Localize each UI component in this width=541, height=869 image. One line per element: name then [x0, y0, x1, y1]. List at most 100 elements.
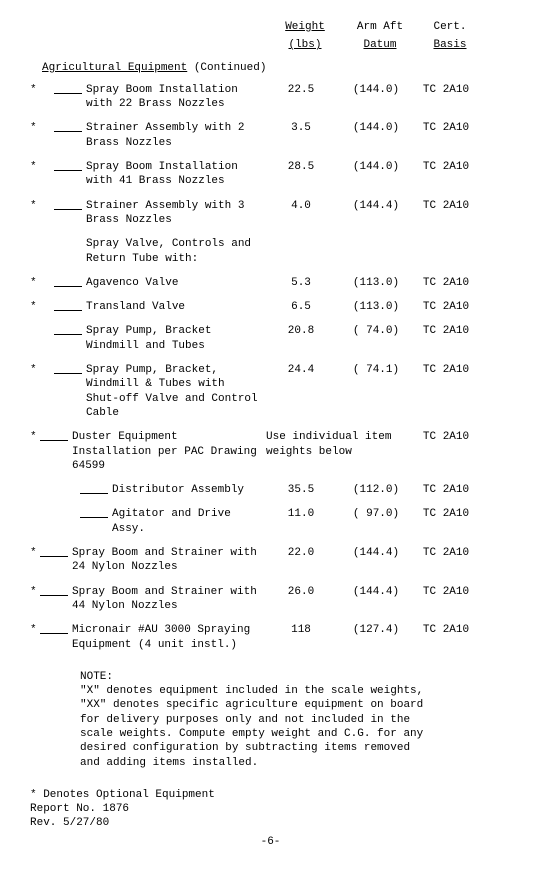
blank-field: [80, 483, 108, 494]
cert-value: TC 2A10: [416, 199, 476, 213]
item-description: Agitator and Drive Assy.: [112, 507, 266, 536]
item-row: * Spray Boom Installation with 22 Brass N…: [30, 83, 511, 112]
arm-value: (113.0): [336, 276, 416, 290]
weight-value: 4.0: [266, 199, 336, 213]
weight-value: 35.5: [266, 483, 336, 497]
header-weight-2: (lbs): [288, 39, 321, 51]
cert-value: TC 2A10: [416, 83, 476, 97]
cert-value: TC 2A10: [416, 585, 476, 599]
item-description: Micronair #AU 3000 Spraying Equipment (4…: [72, 623, 266, 652]
note-text: "X" denotes equipment included in the sc…: [80, 684, 430, 770]
header-cert-2: Basis: [433, 39, 466, 51]
duster-row: * Duster Equipment Installation per PAC …: [30, 430, 511, 473]
footer-rev: Rev. 5/27/80: [30, 816, 511, 830]
item-row: * Spray Pump, Bracket, Windmill & Tubes w…: [30, 363, 511, 420]
cert-value: TC 2A10: [416, 546, 476, 560]
cert-value: TC 2A10: [416, 276, 476, 290]
footer-report: Report No. 1876: [30, 802, 511, 816]
cert-value: TC 2A10: [416, 507, 476, 521]
weight-value: 22.0: [266, 546, 336, 560]
cert-value: TC 2A10: [416, 483, 476, 497]
note-block: NOTE: "X" denotes equipment included in …: [80, 670, 480, 770]
item-row: *Micronair #AU 3000 Spraying Equipment (…: [30, 623, 511, 652]
arm-value: (144.4): [336, 199, 416, 213]
blank-field: [54, 276, 82, 287]
weight-value: 28.5: [266, 160, 336, 174]
item-row: Spray Valve, Controls and Return Tube wi…: [30, 237, 511, 266]
item-row: *Transland Valve6.5(113.0)TC 2A10: [30, 300, 511, 314]
blank-field: [54, 121, 82, 132]
blank-field: [40, 546, 68, 557]
blank-field: [54, 324, 82, 335]
item-row: *Spray Boom and Strainer with 44 Nylon N…: [30, 585, 511, 614]
arm-value: (144.4): [336, 546, 416, 560]
cert-value: TC 2A10: [416, 300, 476, 314]
blank-field: [54, 199, 82, 210]
star-marker: *: [30, 121, 40, 135]
star-marker: *: [30, 300, 40, 314]
cert-value: TC 2A10: [416, 363, 476, 377]
item-description: Strainer Assembly with 2 Brass Nozzles: [86, 121, 266, 150]
footer-optional: * Denotes Optional Equipment: [30, 788, 511, 802]
weight-value: 6.5: [266, 300, 336, 314]
cert-value: TC 2A10: [416, 160, 476, 174]
header-arm-1: Arm Aft: [357, 21, 403, 33]
arm-value: ( 97.0): [336, 507, 416, 521]
star-marker: *: [30, 199, 40, 213]
item-description: Spray Boom Installation with 41 Brass No…: [86, 160, 266, 189]
header-cert-1: Cert.: [433, 21, 466, 33]
column-headers: Weight Arm Aft Cert.: [30, 20, 511, 34]
arm-value: (144.4): [336, 585, 416, 599]
star-marker: *: [30, 430, 40, 444]
item-description: Spray Boom Installation with 22 Brass No…: [86, 83, 266, 112]
item-row: Spray Pump, Bracket Windmill and Tubes20…: [30, 324, 511, 353]
weight-value: 26.0: [266, 585, 336, 599]
footer: * Denotes Optional Equipment Report No. …: [30, 788, 511, 831]
header-weight-1: Weight: [285, 21, 325, 33]
item-description: Duster Equipment Installation per PAC Dr…: [72, 430, 266, 473]
weight-value: 5.3: [266, 276, 336, 290]
blank-field: [54, 300, 82, 311]
weight-value: 3.5: [266, 121, 336, 135]
star-marker: *: [30, 276, 40, 290]
duster-weight-text: Use individual item weights below: [266, 430, 416, 459]
item-row: * Agavenco Valve5.3(113.0)TC 2A10: [30, 276, 511, 290]
arm-value: (127.4): [336, 623, 416, 637]
cert-value: TC 2A10: [416, 430, 476, 444]
weight-value: 11.0: [266, 507, 336, 521]
blank-field: [80, 507, 108, 518]
star-marker: *: [30, 83, 40, 97]
cert-value: TC 2A10: [416, 121, 476, 135]
blank-field: [40, 585, 68, 596]
blank-field: [54, 363, 82, 374]
item-description: Strainer Assembly with 3 Brass Nozzles: [86, 199, 266, 228]
item-description: Spray Pump, Bracket Windmill and Tubes: [86, 324, 266, 353]
item-row: *Spray Boom Installation with 41 Brass N…: [30, 160, 511, 189]
item-description: Agavenco Valve: [86, 276, 266, 290]
item-description: Spray Boom and Strainer with 24 Nylon No…: [72, 546, 266, 575]
weight-value: 118: [266, 623, 336, 637]
blank-field: [40, 623, 68, 634]
blank-field: [40, 430, 68, 441]
item-row: * Strainer Assembly with 3 Brass Nozzles4…: [30, 199, 511, 228]
arm-value: (144.0): [336, 160, 416, 174]
star-marker: *: [30, 363, 40, 377]
blank-field: [54, 160, 82, 171]
arm-value: (144.0): [336, 121, 416, 135]
item-description: Spray Valve, Controls and Return Tube wi…: [86, 237, 266, 266]
item-row: Agitator and Drive Assy.11.0( 97.0)TC 2A…: [30, 507, 511, 536]
item-description: Distributor Assembly: [112, 483, 266, 497]
star-marker: *: [30, 546, 40, 560]
item-description: Spray Pump, Bracket, Windmill & Tubes wi…: [86, 363, 266, 420]
item-row: * Strainer Assembly with 2 Brass Nozzles3…: [30, 121, 511, 150]
item-description: Spray Boom and Strainer with 44 Nylon No…: [72, 585, 266, 614]
arm-value: (144.0): [336, 83, 416, 97]
item-row: * Spray Boom and Strainer with 24 Nylon N…: [30, 546, 511, 575]
arm-value: (112.0): [336, 483, 416, 497]
weight-value: 24.4: [266, 363, 336, 377]
weight-value: 22.5: [266, 83, 336, 97]
item-description: Transland Valve: [86, 300, 266, 314]
section-title: Agricultural Equipment (Continued): [42, 61, 511, 75]
blank-field: [54, 83, 82, 94]
weight-value: 20.8: [266, 324, 336, 338]
